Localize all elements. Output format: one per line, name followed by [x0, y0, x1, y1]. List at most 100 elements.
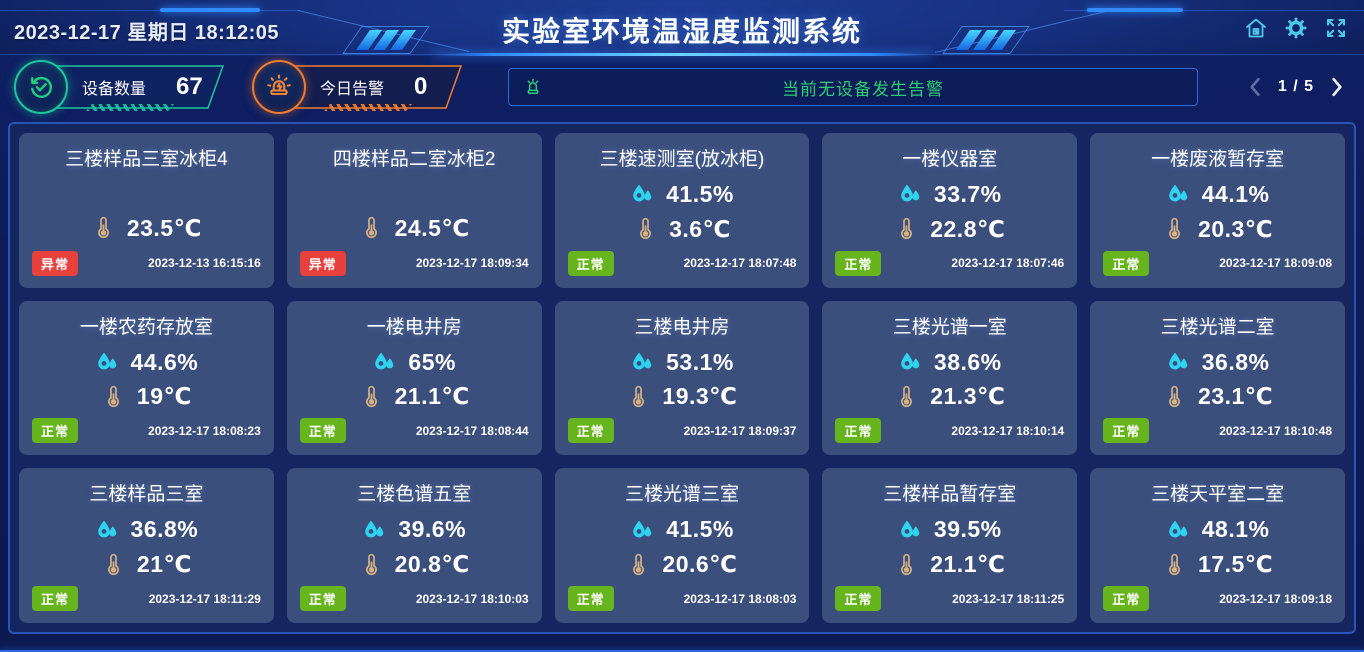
- temperature-value: 21.3℃: [930, 383, 1006, 410]
- humidity-icon: [375, 352, 394, 370]
- thermometer-icon: [901, 553, 913, 575]
- humidity-value: 44.6%: [130, 348, 199, 375]
- header-decoration: [1087, 8, 1183, 12]
- humidity-reading: 41.5%: [555, 516, 810, 543]
- humidity-icon: [901, 184, 920, 202]
- humidity-icon: [365, 520, 384, 538]
- room-card[interactable]: 一楼废液暂存室 44.1% 20.3℃ 正常 2023: [1090, 133, 1345, 288]
- room-card[interactable]: 三楼样品三室冰柜4 23.5℃ 异常 2023-12: [19, 133, 274, 288]
- bottom-accent-line: [0, 650, 1364, 652]
- status-badge: 正常: [835, 586, 882, 611]
- status-badge: 正常: [835, 250, 882, 276]
- next-page-icon[interactable]: [1330, 77, 1344, 97]
- temperature-reading: 21℃: [19, 551, 274, 578]
- humidity-value: 41.5%: [666, 180, 734, 207]
- timestamp: 2023-12-17 18:09:37: [683, 423, 797, 438]
- humidity-value: 36.8%: [1201, 348, 1270, 375]
- home-icon[interactable]: [1244, 16, 1268, 40]
- timestamp: 2023-12-17 18:10:03: [415, 591, 529, 606]
- room-name: 三楼天平室二室: [1151, 484, 1285, 506]
- room-card[interactable]: 一楼电井房 65% 21.1℃ 正常 2023-12-: [286, 300, 542, 456]
- page-indicator: 1 / 5: [1277, 78, 1314, 95]
- settings-icon[interactable]: [1284, 16, 1308, 40]
- alert-banner: 当前无设备发生告警: [508, 68, 1198, 106]
- timestamp: 2023-12-13 16:15:16: [148, 256, 261, 271]
- room-name: 一楼仪器室: [902, 149, 998, 170]
- timestamp: 2023-12-17 18:08:23: [148, 423, 261, 438]
- humidity-reading: 48.1%: [1090, 516, 1345, 543]
- temperature-reading: 20.3℃: [1090, 216, 1345, 243]
- status-badge: 正常: [1103, 250, 1150, 276]
- device-count-value: 67: [176, 73, 203, 100]
- humidity-value: 53.1%: [666, 348, 734, 375]
- room-card[interactable]: 一楼农药存放室 44.6% 19℃ 正常 2023-1: [19, 300, 274, 456]
- room-card[interactable]: 四楼样品二室冰柜2 24.5℃ 异常 2023-12: [286, 133, 542, 288]
- status-badge: 正常: [32, 418, 79, 444]
- header-decoration: [1064, 10, 1364, 11]
- room-card[interactable]: 一楼仪器室 33.7% 22.8℃ 正常 2023-1: [822, 133, 1078, 288]
- alarm-count-label: 今日告警: [320, 81, 385, 98]
- header-decoration: [160, 8, 260, 12]
- device-count-widget: 设备数量 67: [14, 60, 224, 114]
- alarm-count-value: 0: [414, 73, 428, 100]
- room-card[interactable]: 三楼电井房 53.1% 19.3℃ 正常 2023-1: [554, 300, 810, 456]
- temperature-value: 21℃: [136, 551, 192, 578]
- status-badge: 正常: [32, 586, 79, 611]
- room-card[interactable]: 三楼速测室(放冰柜) 41.5% 3.6℃ 正常 20: [554, 133, 810, 288]
- status-badge: 正常: [567, 250, 614, 276]
- temperature-reading: 24.5℃: [287, 215, 542, 242]
- humidity-reading: 38.6%: [822, 349, 1077, 376]
- temperature-reading: 3.6℃: [555, 216, 810, 243]
- humidity-value: 36.8%: [130, 516, 199, 543]
- humidity-icon: [633, 352, 652, 370]
- room-name: 三楼色谱五室: [357, 484, 472, 506]
- thermometer-icon: [640, 218, 652, 240]
- timestamp: 2023-12-17 18:07:46: [951, 256, 1065, 271]
- humidity-value: 33.7%: [933, 180, 1002, 207]
- temperature-reading: 19℃: [19, 383, 274, 410]
- status-badge: 正常: [835, 418, 882, 444]
- fullscreen-icon[interactable]: [1324, 16, 1348, 40]
- room-name: 三楼电井房: [634, 316, 730, 338]
- temperature-value: 17.5℃: [1198, 551, 1274, 578]
- temperature-value: 23.5℃: [126, 214, 202, 241]
- room-card[interactable]: 三楼光谱三室 41.5% 20.6℃ 正常 2023-: [554, 468, 810, 623]
- room-name: 三楼样品三室冰柜4: [65, 149, 228, 170]
- temperature-reading: 23.5℃: [19, 215, 274, 242]
- humidity-value: 39.5%: [933, 516, 1002, 543]
- temperature-reading: 19.3℃: [555, 383, 810, 410]
- alert-message: 当前无设备发生告警: [782, 79, 944, 99]
- humidity-reading: 44.6%: [19, 349, 274, 376]
- humidity-icon: [633, 520, 652, 538]
- temperature-value: 24.5℃: [394, 214, 470, 241]
- room-card[interactable]: 三楼光谱一室 38.6% 21.3℃ 正常 2023-: [822, 300, 1078, 456]
- timestamp: 2023-12-17 18:11:29: [148, 591, 261, 606]
- thermometer-icon: [633, 553, 645, 575]
- monitoring-panel: 三楼样品三室冰柜4 23.5℃ 异常 2023-12: [8, 122, 1356, 634]
- humidity-icon: [1168, 184, 1188, 202]
- prev-page-icon[interactable]: [1248, 77, 1262, 97]
- humidity-reading: 39.5%: [822, 516, 1077, 543]
- hatch-decoration: [86, 104, 174, 111]
- thermometer-icon: [1169, 385, 1180, 408]
- humidity-reading: 36.8%: [19, 516, 274, 543]
- room-card[interactable]: 三楼光谱二室 36.8% 23.1℃ 正常 2023-: [1090, 300, 1345, 456]
- room-name: 一楼电井房: [366, 316, 462, 338]
- thermometer-icon: [365, 553, 377, 575]
- temperature-reading: 21.1℃: [822, 551, 1077, 578]
- device-check-icon: [14, 60, 68, 114]
- room-card[interactable]: 三楼样品暂存室 39.5% 21.1℃ 正常 2023: [822, 468, 1078, 623]
- header-decoration: [0, 10, 300, 11]
- timestamp: 2023-12-17 18:11:25: [952, 591, 1065, 606]
- humidity-value: 39.6%: [398, 516, 467, 543]
- timestamp: 2023-12-17 18:10:14: [951, 423, 1065, 438]
- room-card[interactable]: 三楼样品三室 36.8% 21℃ 正常 2023-12: [19, 468, 274, 623]
- alarm-siren-icon: [252, 60, 306, 114]
- room-name: 三楼样品三室: [89, 484, 204, 506]
- status-badge: 正常: [299, 586, 346, 611]
- room-card[interactable]: 三楼天平室二室 48.1% 17.5℃ 正常 2023: [1090, 468, 1345, 623]
- temperature-value: 19.3℃: [662, 383, 738, 410]
- humidity-reading: 33.7%: [822, 181, 1077, 208]
- room-card[interactable]: 三楼色谱五室 39.6% 20.8℃ 正常 2023-: [286, 468, 542, 623]
- timestamp: 2023-12-17 18:10:48: [1219, 423, 1332, 438]
